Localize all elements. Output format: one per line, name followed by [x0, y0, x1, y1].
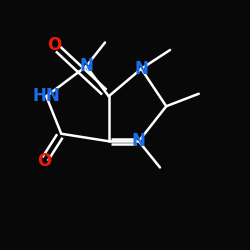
Text: HN: HN: [32, 87, 60, 105]
Text: O: O: [36, 152, 51, 170]
Text: N: N: [134, 60, 148, 78]
Text: N: N: [132, 132, 146, 150]
Text: N: N: [79, 57, 93, 75]
Text: O: O: [46, 36, 61, 54]
